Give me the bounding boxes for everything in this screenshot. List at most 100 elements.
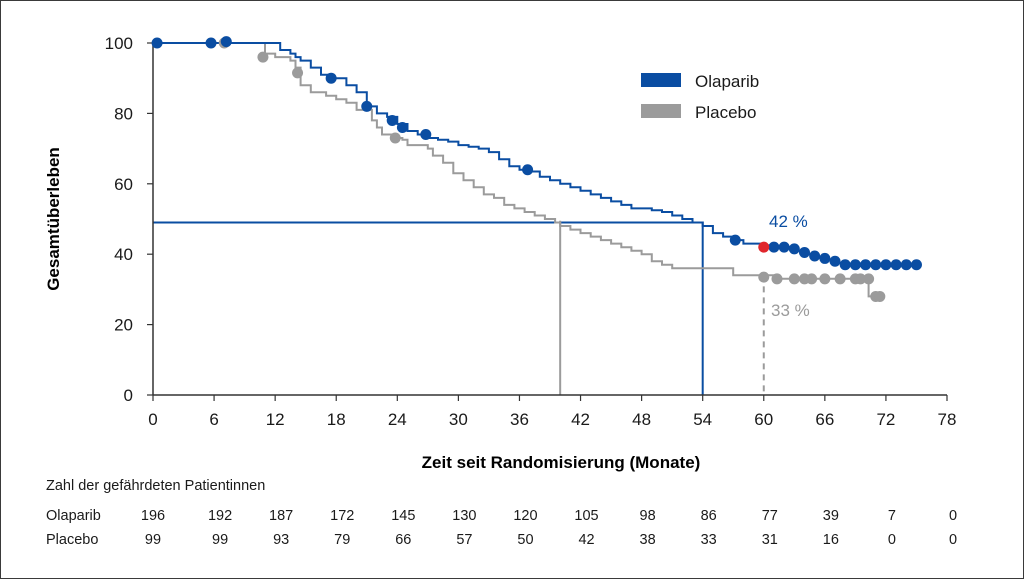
x-tick-label: 30: [449, 410, 468, 429]
risk-value-olaparib: 196: [141, 508, 165, 524]
censor-mark-olaparib: [205, 37, 217, 49]
tick-labels: 0 20 40 60 80 100 0 6 12 18 24 30 36 42 48 54 60 66 72 78: [105, 34, 957, 429]
landmark-point-olaparib: [758, 241, 770, 253]
censor-mark-olaparib: [522, 164, 534, 176]
risk-value-placebo: 31: [762, 532, 778, 548]
risk-value-placebo: 38: [640, 532, 656, 548]
censor-mark-placebo: [834, 273, 846, 285]
risk-value-olaparib: 187: [269, 508, 293, 524]
series-line-placebo: [153, 42, 876, 298]
legend-swatch-olaparib: [641, 73, 681, 87]
censor-mark-placebo: [257, 51, 269, 63]
x-tick-label: 18: [327, 410, 346, 429]
risk-value-placebo: 0: [949, 532, 957, 548]
censor-mark-olaparib: [325, 72, 337, 84]
censor-mark-olaparib: [729, 234, 741, 246]
censor-mark-olaparib: [860, 259, 872, 271]
censor-mark-olaparib: [870, 259, 882, 271]
censor-mark-olaparib: [910, 259, 922, 271]
x-tick-label: 6: [209, 410, 218, 429]
censor-mark-olaparib: [220, 36, 232, 48]
risk-value-olaparib: 77: [762, 508, 778, 524]
censor-mark-olaparib: [386, 114, 398, 126]
y-tick-label: 40: [114, 245, 133, 264]
risk-value-placebo: 42: [578, 532, 594, 548]
risk-table-title: Zahl der gefährdeten Patientinnen: [46, 478, 265, 494]
y-tick-label: 60: [114, 175, 133, 194]
legend: Olaparib Placebo: [641, 72, 759, 122]
censor-mark-placebo: [389, 132, 401, 144]
series-line-olaparib: [153, 42, 917, 266]
risk-value-olaparib: 7: [888, 508, 896, 524]
x-tick-label: 0: [148, 410, 157, 429]
y-tick-label: 0: [124, 386, 133, 405]
risk-value-placebo: 50: [517, 532, 533, 548]
x-tick-label: 12: [266, 410, 285, 429]
risk-value-olaparib: 130: [452, 508, 476, 524]
censor-mark-olaparib: [819, 252, 831, 264]
risk-value-placebo: 16: [823, 532, 839, 548]
censor-mark-olaparib: [396, 121, 408, 133]
censor-mark-olaparib: [768, 241, 780, 253]
risk-value-olaparib: 192: [208, 508, 232, 524]
risk-value-olaparib: 120: [513, 508, 537, 524]
x-axis-title: Zeit seit Randomisierung (Monate): [422, 453, 701, 472]
risk-value-olaparib: 105: [574, 508, 598, 524]
censor-mark-olaparib: [151, 37, 163, 49]
x-tick-label: 60: [754, 410, 773, 429]
risk-value-placebo: 57: [456, 532, 472, 548]
censor-mark-placebo: [819, 273, 831, 285]
risk-value-olaparib: 39: [823, 508, 839, 524]
risk-row-label-olaparib: Olaparib: [46, 508, 101, 524]
risk-value-placebo: 99: [212, 532, 228, 548]
censor-mark-olaparib: [361, 100, 373, 112]
censor-mark-placebo: [788, 273, 800, 285]
censor-mark-placebo: [854, 273, 866, 285]
risk-value-olaparib: 172: [330, 508, 354, 524]
x-tick-label: 24: [388, 410, 407, 429]
risk-table-values: 196 192 187 172 145 130 120 105 98 86 77 39 7 0 99 99 93…: [141, 508, 957, 548]
risk-value-placebo: 0: [888, 532, 896, 548]
censor-mark-olaparib: [829, 255, 841, 267]
censor-mark-olaparib: [798, 246, 810, 258]
risk-value-olaparib: 98: [640, 508, 656, 524]
x-tick-label: 78: [938, 410, 957, 429]
annotation-placebo-60m: 33 %: [771, 301, 810, 320]
risk-value-olaparib: 145: [391, 508, 415, 524]
x-tick-label: 72: [876, 410, 895, 429]
censor-mark-placebo: [771, 273, 783, 285]
legend-swatch-placebo: [641, 104, 681, 118]
risk-value-placebo: 33: [701, 532, 717, 548]
x-tick-label: 42: [571, 410, 590, 429]
censor-mark-placebo: [292, 67, 304, 79]
y-tick-label: 20: [114, 316, 133, 335]
annotation-olaparib-60m: 42 %: [769, 212, 808, 231]
axes: [147, 42, 948, 401]
y-tick-label: 80: [114, 104, 133, 123]
censor-mark-olaparib: [900, 259, 912, 271]
x-tick-label: 54: [693, 410, 712, 429]
y-axis-title: Gesamtüberleben: [44, 147, 63, 291]
y-tick-label: 100: [105, 34, 133, 53]
risk-table: Zahl der gefährdeten Patientinnen Olapar…: [46, 478, 957, 548]
x-tick-label: 36: [510, 410, 529, 429]
risk-value-placebo: 66: [395, 532, 411, 548]
censor-marks: [151, 36, 922, 302]
censor-mark-olaparib: [890, 259, 902, 271]
x-tick-label: 66: [815, 410, 834, 429]
risk-value-placebo: 99: [145, 532, 161, 548]
censor-mark-olaparib: [849, 259, 861, 271]
risk-value-placebo: 93: [273, 532, 289, 548]
censor-mark-olaparib: [420, 129, 432, 141]
legend-label-placebo: Placebo: [695, 103, 756, 122]
risk-row-label-placebo: Placebo: [46, 532, 98, 548]
risk-value-placebo: 79: [334, 532, 350, 548]
censor-mark-olaparib: [809, 250, 821, 262]
censor-mark-placebo: [874, 290, 886, 302]
censor-mark-olaparib: [880, 259, 892, 271]
reference-lines: [153, 220, 765, 395]
censor-mark-placebo: [758, 271, 770, 283]
x-tick-label: 48: [632, 410, 651, 429]
